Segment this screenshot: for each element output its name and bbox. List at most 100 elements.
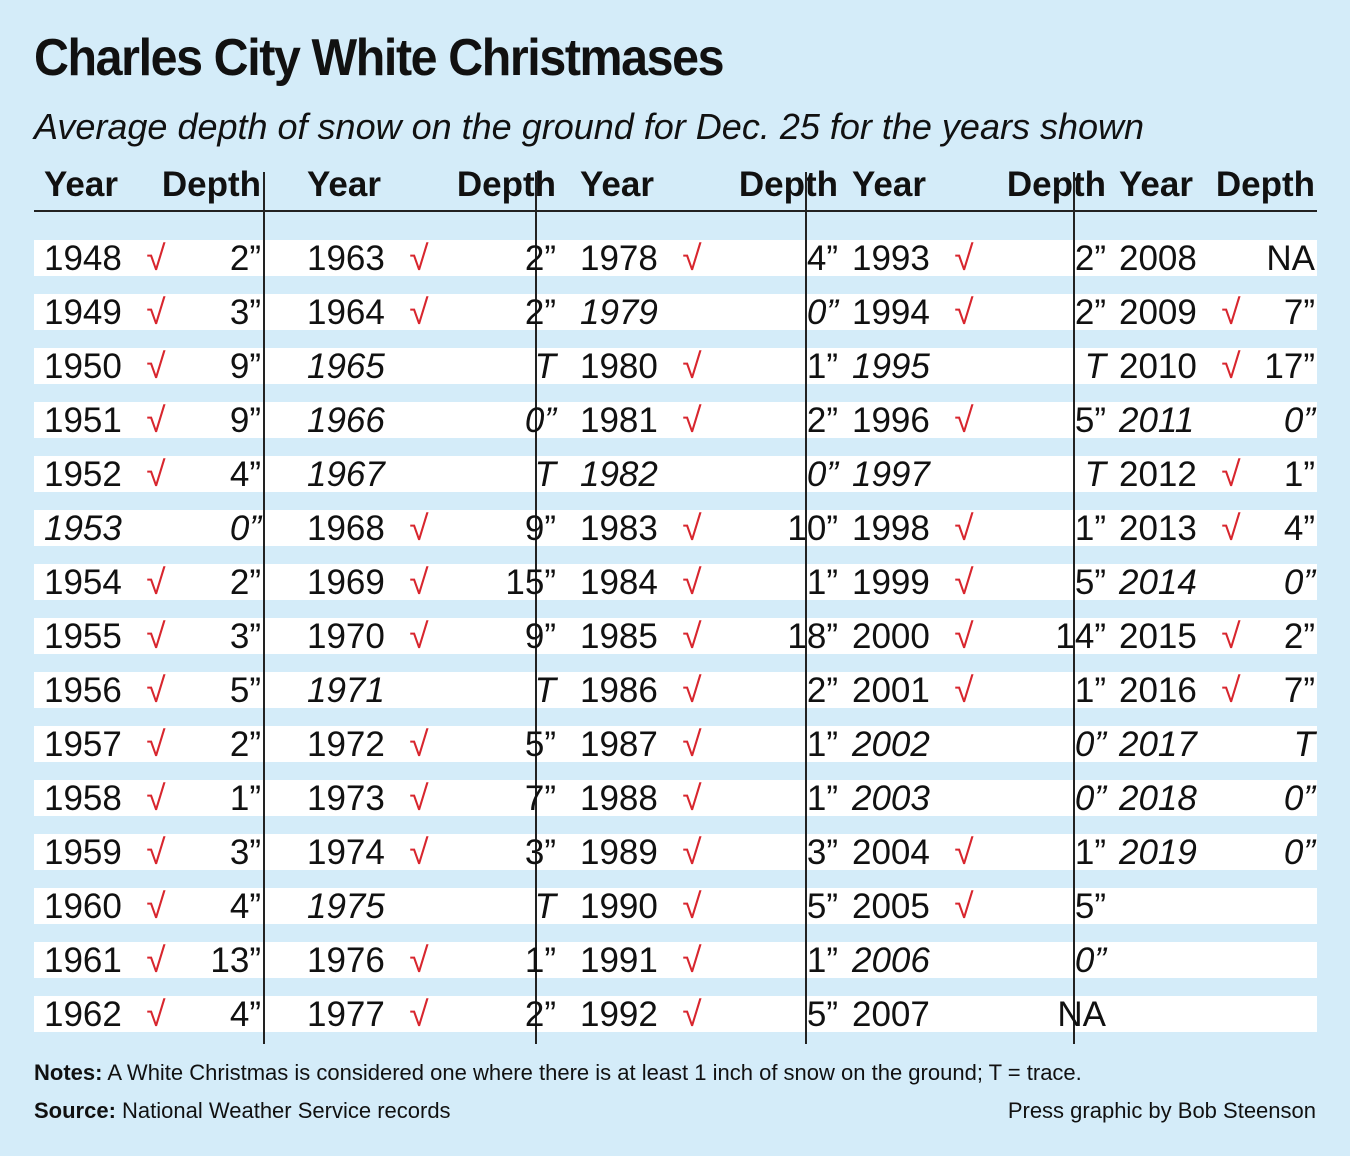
header-year: Year	[44, 165, 118, 204]
depth-cell: 7”	[524, 779, 556, 818]
depth-cell: 0”	[1074, 725, 1106, 764]
year-cell: 1983	[580, 509, 658, 548]
depth-cell: 2”	[1074, 293, 1106, 332]
depth-cell: 0”	[806, 293, 838, 332]
depth-cell: T	[534, 887, 556, 926]
check-icon: √	[409, 293, 429, 332]
header-year: Year	[1119, 165, 1193, 204]
row-band	[34, 348, 1317, 384]
depth-cell: 4”	[806, 239, 838, 278]
depth-cell: 4”	[229, 887, 261, 926]
year-cell: 1959	[44, 833, 122, 872]
depth-cell: 3”	[229, 293, 261, 332]
year-cell: 2003	[852, 779, 930, 818]
depth-cell: 1”	[806, 725, 838, 764]
depth-cell: 13”	[210, 941, 261, 980]
year-cell: 1950	[44, 347, 122, 386]
check-icon: √	[146, 995, 166, 1034]
year-cell: 1961	[44, 941, 122, 980]
year-cell: 2017	[1119, 725, 1197, 764]
year-cell: 1990	[580, 887, 658, 926]
depth-cell: T	[534, 455, 556, 494]
column-divider	[1073, 172, 1075, 1044]
year-cell: 2016	[1119, 671, 1197, 710]
source-text: National Weather Service records	[115, 1098, 451, 1123]
year-cell: 1970	[307, 617, 385, 656]
year-cell: 1960	[44, 887, 122, 926]
depth-cell: 5”	[229, 671, 261, 710]
check-icon: √	[409, 617, 429, 656]
year-cell: 2008	[1119, 239, 1197, 278]
depth-cell: NA	[1266, 239, 1315, 278]
depth-cell: 10”	[787, 509, 838, 548]
row-band	[34, 402, 1317, 438]
row-band	[34, 780, 1317, 816]
depth-cell: 1”	[1283, 455, 1315, 494]
year-cell: 1987	[580, 725, 658, 764]
check-icon: √	[409, 779, 429, 818]
check-icon: √	[146, 725, 166, 764]
check-icon: √	[1221, 509, 1241, 548]
year-cell: 1995	[852, 347, 930, 386]
depth-cell: 0”	[1074, 779, 1106, 818]
check-icon: √	[146, 401, 166, 440]
year-cell: 1964	[307, 293, 385, 332]
year-cell: 1975	[307, 887, 385, 926]
year-cell: 1992	[580, 995, 658, 1034]
depth-cell: 7”	[1283, 671, 1315, 710]
year-cell: 1956	[44, 671, 122, 710]
check-icon: √	[146, 455, 166, 494]
header-depth: Depth	[738, 165, 838, 204]
row-band	[34, 240, 1317, 276]
header-rule	[34, 210, 1317, 212]
check-icon: √	[954, 671, 974, 710]
check-icon: √	[1221, 455, 1241, 494]
page-title: Charles City White Christmases	[34, 29, 725, 87]
check-icon: √	[682, 347, 702, 386]
check-icon: √	[409, 725, 429, 764]
year-cell: 1954	[44, 563, 122, 602]
check-icon: √	[146, 347, 166, 386]
depth-cell: 2”	[524, 239, 556, 278]
year-cell: 2009	[1119, 293, 1197, 332]
year-cell: 1968	[307, 509, 385, 548]
year-cell: 2013	[1119, 509, 1197, 548]
depth-cell: 1”	[806, 941, 838, 980]
depth-cell: 0”	[229, 509, 261, 548]
depth-cell: 2”	[1283, 617, 1315, 656]
row-band	[34, 834, 1317, 870]
check-icon: √	[682, 617, 702, 656]
check-icon: √	[146, 887, 166, 926]
depth-cell: T	[534, 671, 556, 710]
depth-cell: T	[1084, 455, 1106, 494]
depth-cell: 5”	[1074, 401, 1106, 440]
year-cell: 1958	[44, 779, 122, 818]
graphic-credit: Press graphic by Bob Steenson	[1007, 1098, 1316, 1123]
check-icon: √	[146, 833, 166, 872]
depth-cell: 4”	[229, 455, 261, 494]
depth-cell: 9”	[229, 347, 261, 386]
year-cell: 2004	[852, 833, 930, 872]
year-cell: 1957	[44, 725, 122, 764]
year-cell: 1955	[44, 617, 122, 656]
depth-cell: T	[1084, 347, 1106, 386]
depth-cell: 5”	[806, 995, 838, 1034]
year-cell: 1973	[307, 779, 385, 818]
year-cell: 2007	[852, 995, 930, 1034]
depth-cell: 1”	[806, 779, 838, 818]
notes-text: A White Christmas is considered one wher…	[102, 1060, 1082, 1085]
check-icon: √	[146, 671, 166, 710]
depth-cell: 1”	[806, 347, 838, 386]
depth-cell: 9”	[524, 509, 556, 548]
check-icon: √	[954, 617, 974, 656]
page-subtitle: Average depth of snow on the ground for …	[34, 106, 1145, 147]
depth-cell: 1”	[524, 941, 556, 980]
depth-cell: 2”	[229, 725, 261, 764]
row-band	[34, 672, 1317, 708]
depth-cell: T	[534, 347, 556, 386]
year-cell: 1981	[580, 401, 658, 440]
year-cell: 2010	[1119, 347, 1197, 386]
column-divider	[535, 172, 537, 1044]
depth-cell: 9”	[229, 401, 261, 440]
year-cell: 2014	[1119, 563, 1197, 602]
